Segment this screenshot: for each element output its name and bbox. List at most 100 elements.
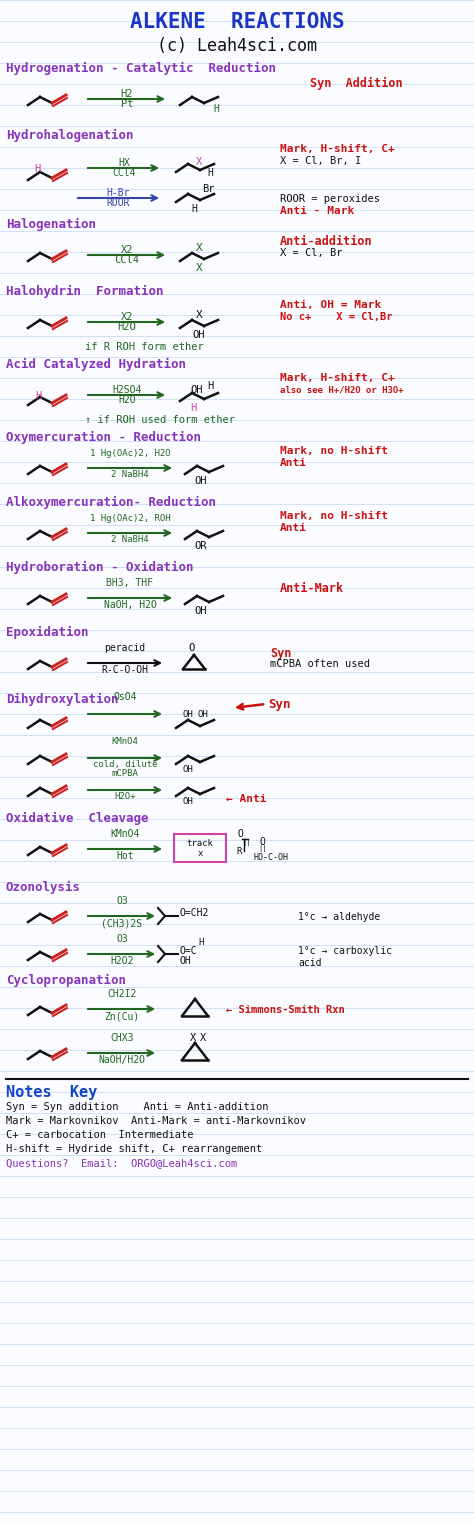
Text: H2O+: H2O+ bbox=[114, 792, 136, 801]
Text: Mark, H-shift, C+: Mark, H-shift, C+ bbox=[280, 373, 395, 382]
Text: 1 Hg(OAc)2, ROH: 1 Hg(OAc)2, ROH bbox=[90, 513, 170, 522]
Text: NaOH, H2O: NaOH, H2O bbox=[103, 600, 156, 611]
Text: KMnO4: KMnO4 bbox=[111, 737, 138, 746]
Text: ROOR: ROOR bbox=[106, 198, 130, 209]
Text: cold, dilute: cold, dilute bbox=[93, 760, 157, 769]
Text: H2O2: H2O2 bbox=[110, 956, 134, 966]
Text: ↑ if ROH used form ether: ↑ if ROH used form ether bbox=[85, 414, 235, 425]
Text: O=C: O=C bbox=[180, 946, 198, 956]
Text: H: H bbox=[35, 391, 41, 401]
Text: x: x bbox=[197, 848, 203, 857]
Text: mCPBA often used: mCPBA often used bbox=[270, 659, 370, 669]
Text: O: O bbox=[189, 643, 195, 653]
Text: NaOH/H2O: NaOH/H2O bbox=[99, 1055, 146, 1065]
Text: H: H bbox=[207, 381, 213, 391]
Text: CCl4: CCl4 bbox=[115, 254, 139, 265]
Text: Anti-Mark: Anti-Mark bbox=[280, 582, 344, 595]
Text: O=CH2: O=CH2 bbox=[180, 908, 210, 918]
Text: OH: OH bbox=[192, 330, 204, 340]
Text: if R ROH form ether: if R ROH form ether bbox=[85, 343, 204, 352]
Text: HO-C-OH: HO-C-OH bbox=[254, 853, 289, 862]
Text: Anti, OH = Mark: Anti, OH = Mark bbox=[280, 300, 381, 311]
Text: Zn(Cu): Zn(Cu) bbox=[104, 1011, 140, 1020]
Text: ALKENE  REACTIONS: ALKENE REACTIONS bbox=[130, 12, 344, 32]
Text: CH2I2: CH2I2 bbox=[107, 988, 137, 999]
Text: OR: OR bbox=[194, 541, 207, 551]
Text: No c+    X = Cl,Br: No c+ X = Cl,Br bbox=[280, 312, 392, 321]
Text: Hydrohalogenation: Hydrohalogenation bbox=[6, 129, 134, 142]
Text: H2: H2 bbox=[121, 88, 133, 99]
Text: 1°c → aldehyde: 1°c → aldehyde bbox=[298, 912, 380, 921]
Text: acid: acid bbox=[298, 958, 321, 969]
Text: H: H bbox=[198, 938, 203, 947]
Text: C+ = carbocation  Intermediate: C+ = carbocation Intermediate bbox=[6, 1130, 193, 1141]
Text: OH: OH bbox=[198, 710, 209, 719]
Text: H-shift = Hydride shift, C+ rearrangement: H-shift = Hydride shift, C+ rearrangemen… bbox=[6, 1144, 262, 1154]
Text: Pt: Pt bbox=[121, 99, 133, 110]
Text: R: R bbox=[236, 847, 241, 856]
Text: X = Cl, Br, I: X = Cl, Br, I bbox=[280, 155, 361, 166]
Text: Epoxidation: Epoxidation bbox=[6, 626, 89, 640]
Text: H2O: H2O bbox=[118, 321, 137, 332]
Text: Oxidative  Cleavage: Oxidative Cleavage bbox=[6, 812, 148, 825]
Text: Anti - Mark: Anti - Mark bbox=[280, 206, 354, 216]
Text: ||: || bbox=[258, 845, 266, 851]
Text: Mark, H-shift, C+: Mark, H-shift, C+ bbox=[280, 145, 395, 154]
Text: H: H bbox=[34, 164, 40, 174]
Text: OH: OH bbox=[190, 385, 202, 394]
Text: OH: OH bbox=[183, 797, 194, 806]
Text: (c) Leah4sci.com: (c) Leah4sci.com bbox=[157, 37, 317, 55]
Text: 1 Hg(OAc)2, H2O: 1 Hg(OAc)2, H2O bbox=[90, 449, 170, 458]
Text: Mark, no H-shift: Mark, no H-shift bbox=[280, 512, 388, 521]
Text: Mark, no H-shift: Mark, no H-shift bbox=[280, 446, 388, 455]
Text: X: X bbox=[200, 1033, 206, 1043]
Text: (CH3)2S: (CH3)2S bbox=[101, 918, 143, 928]
Text: OH: OH bbox=[183, 765, 194, 774]
Text: O3: O3 bbox=[116, 934, 128, 944]
Text: Syn: Syn bbox=[270, 647, 292, 659]
Text: 1°c → carboxylic: 1°c → carboxylic bbox=[298, 946, 392, 956]
Text: ← Anti: ← Anti bbox=[226, 793, 266, 804]
Text: H: H bbox=[190, 404, 196, 413]
Text: H: H bbox=[191, 204, 197, 215]
Text: X = Cl, Br: X = Cl, Br bbox=[280, 248, 343, 257]
Text: H: H bbox=[207, 168, 213, 178]
Text: Syn = Syn addition    Anti = Anti-addition: Syn = Syn addition Anti = Anti-addition bbox=[6, 1103, 268, 1112]
Text: Syn  Addition: Syn Addition bbox=[310, 78, 402, 90]
Text: track: track bbox=[187, 839, 213, 848]
Text: OsO4: OsO4 bbox=[113, 691, 137, 702]
Text: X: X bbox=[196, 157, 202, 168]
Text: BH3, THF: BH3, THF bbox=[107, 579, 154, 588]
Text: Hydrogenation - Catalytic  Reduction: Hydrogenation - Catalytic Reduction bbox=[6, 62, 276, 75]
Text: Mark = Markovnikov  Anti-Mark = anti-Markovnikov: Mark = Markovnikov Anti-Mark = anti-Mark… bbox=[6, 1116, 306, 1125]
Text: Hot: Hot bbox=[116, 851, 134, 860]
Text: X: X bbox=[196, 263, 203, 273]
Text: Syn: Syn bbox=[268, 698, 291, 711]
Text: Alkoxymercuration- Reduction: Alkoxymercuration- Reduction bbox=[6, 496, 216, 509]
Text: Anti-addition: Anti-addition bbox=[280, 235, 373, 248]
Text: Notes  Key: Notes Key bbox=[6, 1084, 97, 1100]
Text: Halohydrin  Formation: Halohydrin Formation bbox=[6, 285, 164, 299]
Text: Halogenation: Halogenation bbox=[6, 218, 96, 231]
Text: 2 NaBH4: 2 NaBH4 bbox=[111, 471, 149, 480]
Text: OH: OH bbox=[180, 956, 192, 966]
Text: 2 NaBH4: 2 NaBH4 bbox=[111, 535, 149, 544]
Text: X2: X2 bbox=[121, 312, 133, 321]
Text: ROOR = peroxides: ROOR = peroxides bbox=[280, 193, 380, 204]
Text: mCPBA: mCPBA bbox=[111, 769, 138, 778]
Text: ||: || bbox=[242, 839, 250, 845]
Text: KMnO4: KMnO4 bbox=[110, 829, 140, 839]
Text: X: X bbox=[190, 1033, 196, 1043]
Text: H2SO4: H2SO4 bbox=[112, 385, 142, 394]
Text: X: X bbox=[196, 244, 203, 253]
Text: H2O: H2O bbox=[118, 394, 136, 405]
Text: OH: OH bbox=[194, 606, 207, 615]
Text: X2: X2 bbox=[121, 245, 133, 254]
Text: CCl4: CCl4 bbox=[112, 168, 136, 178]
Text: R-C-O-OH: R-C-O-OH bbox=[101, 666, 148, 675]
Text: Questions?  Email:  ORGO@Leah4sci.com: Questions? Email: ORGO@Leah4sci.com bbox=[6, 1157, 237, 1168]
Text: H-Br: H-Br bbox=[106, 187, 130, 198]
Text: Oxymercuration - Reduction: Oxymercuration - Reduction bbox=[6, 431, 201, 445]
Text: Dihydroxylation: Dihydroxylation bbox=[6, 693, 118, 707]
Text: Anti: Anti bbox=[280, 458, 307, 468]
